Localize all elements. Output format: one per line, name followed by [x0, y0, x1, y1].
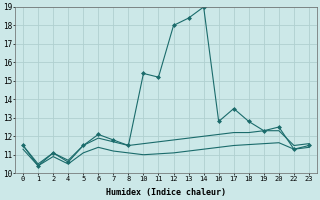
X-axis label: Humidex (Indice chaleur): Humidex (Indice chaleur) — [106, 188, 226, 197]
